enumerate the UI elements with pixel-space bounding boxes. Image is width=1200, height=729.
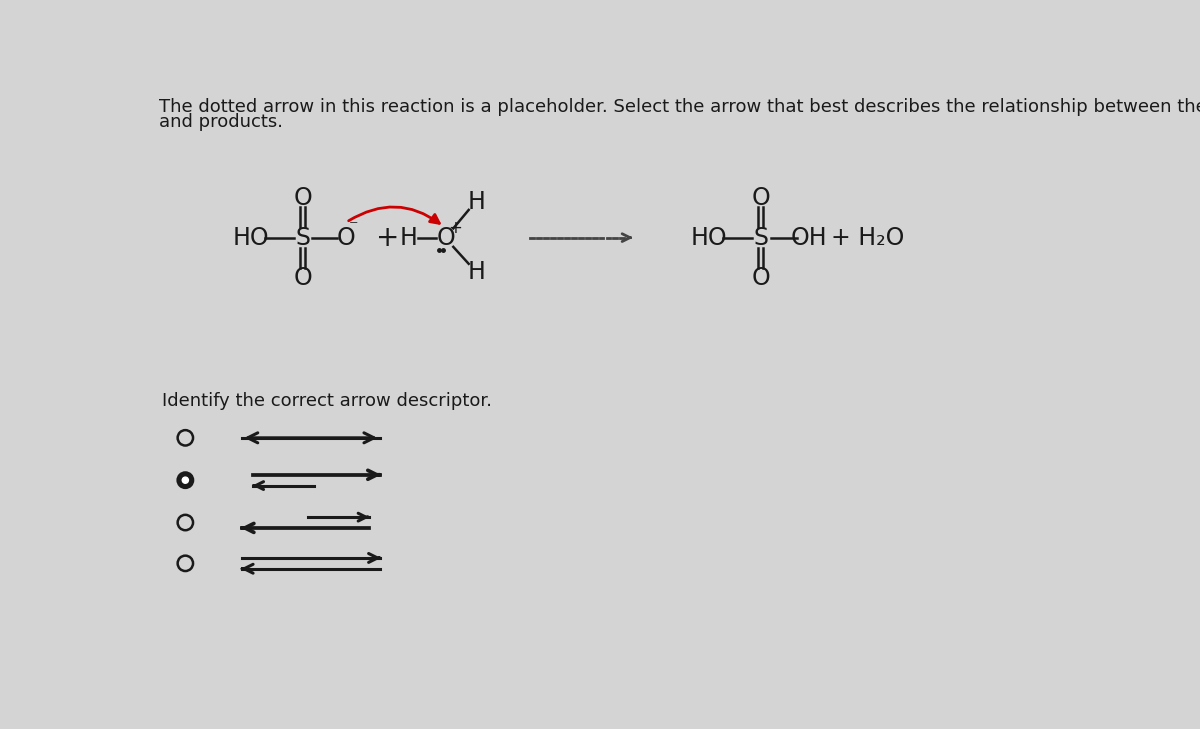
Text: O: O bbox=[752, 265, 770, 289]
Text: + H₂O: + H₂O bbox=[830, 226, 905, 249]
Text: O: O bbox=[294, 186, 312, 210]
Text: OH: OH bbox=[791, 226, 827, 249]
Text: Identify the correct arrow descriptor.: Identify the correct arrow descriptor. bbox=[162, 391, 492, 410]
Text: and products.: and products. bbox=[160, 113, 283, 131]
Text: HO: HO bbox=[233, 226, 269, 249]
Text: O: O bbox=[294, 265, 312, 289]
Text: HO: HO bbox=[691, 226, 727, 249]
Text: S: S bbox=[754, 226, 769, 249]
Circle shape bbox=[178, 472, 193, 488]
Text: +: + bbox=[376, 224, 400, 252]
Text: O: O bbox=[752, 186, 770, 210]
Text: O: O bbox=[437, 226, 455, 249]
Text: H: H bbox=[468, 190, 485, 214]
Text: O: O bbox=[336, 226, 355, 249]
Text: S: S bbox=[295, 226, 311, 249]
Text: H: H bbox=[468, 260, 485, 284]
Text: ⁻: ⁻ bbox=[348, 218, 358, 236]
Text: H: H bbox=[400, 226, 418, 249]
FancyArrowPatch shape bbox=[349, 207, 439, 223]
Text: +: + bbox=[449, 219, 462, 237]
Circle shape bbox=[182, 477, 188, 483]
Text: The dotted arrow in this reaction is a placeholder. Select the arrow that best d: The dotted arrow in this reaction is a p… bbox=[160, 98, 1200, 116]
